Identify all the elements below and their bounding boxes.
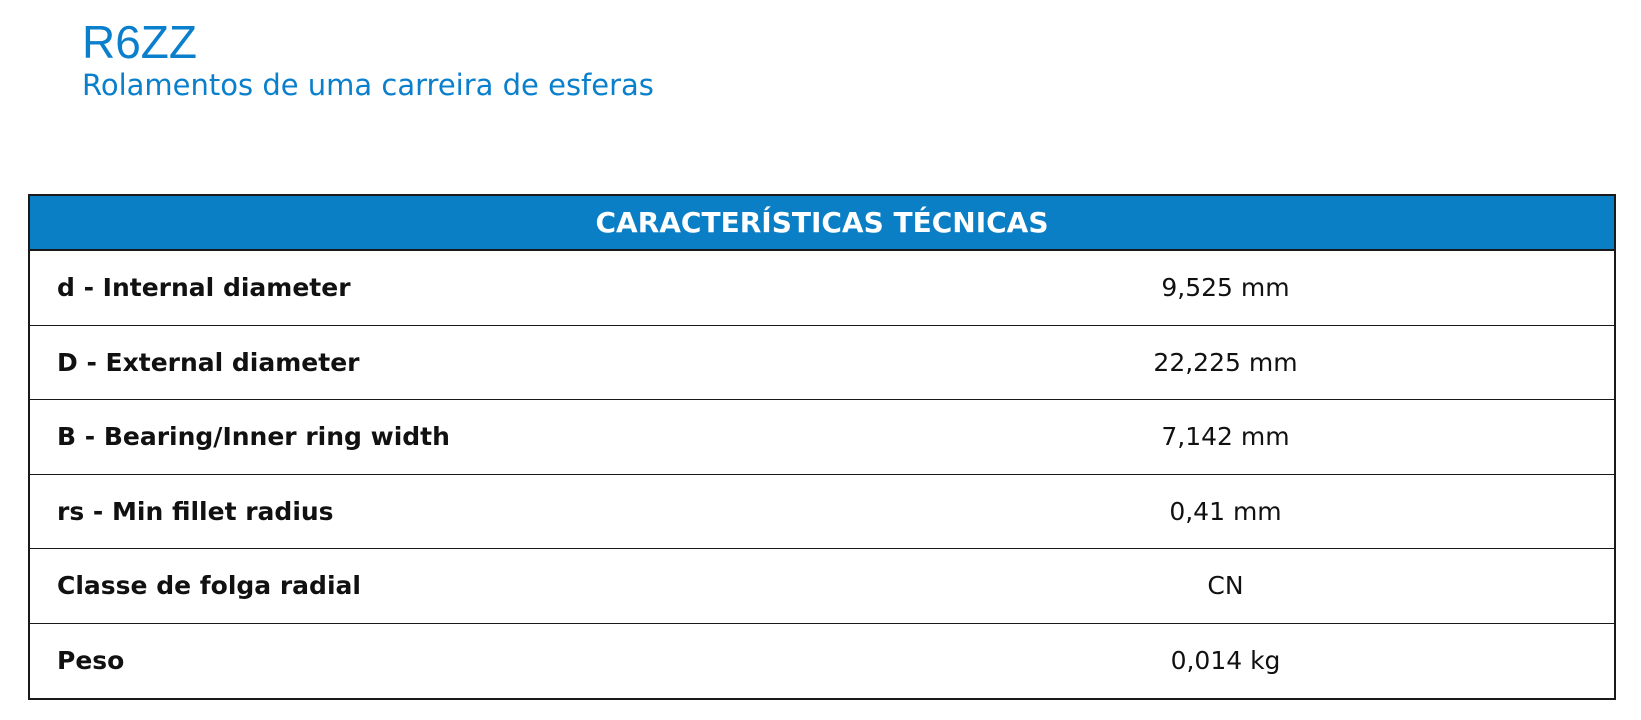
spec-value: 7,142 mm <box>1161 422 1290 452</box>
table-row: D - External diameter 22,225 mm <box>30 326 1614 400</box>
spec-value: 22,225 mm <box>1153 347 1298 377</box>
spec-label: Peso <box>57 646 125 676</box>
spec-value: 0,41 mm <box>1169 496 1282 526</box>
table-row: rs - Min fillet radius 0,41 mm <box>30 475 1614 549</box>
spec-label: rs - Min fillet radius <box>57 496 334 526</box>
specs-table: CARACTERÍSTICAS TÉCNICAS d - Internal di… <box>28 194 1616 700</box>
spec-label: D - External diameter <box>57 347 360 377</box>
product-description: Rolamentos de uma carreira de esferas <box>82 68 654 102</box>
spec-label: Classe de folga radial <box>57 571 361 601</box>
spec-value: 0,014 kg <box>1170 646 1281 676</box>
spec-value: CN <box>1207 571 1244 601</box>
table-row: Classe de folga radial CN <box>30 549 1614 624</box>
spec-value: 9,525 mm <box>1161 273 1290 303</box>
table-row: d - Internal diameter 9,525 mm <box>30 251 1614 326</box>
table-row: B - Bearing/Inner ring width 7,142 mm <box>30 400 1614 475</box>
specs-table-header: CARACTERÍSTICAS TÉCNICAS <box>30 196 1614 251</box>
product-code: R6ZZ <box>82 16 197 68</box>
spec-label: B - Bearing/Inner ring width <box>57 422 450 452</box>
table-row: Peso 0,014 kg <box>30 624 1614 699</box>
spec-label: d - Internal diameter <box>57 273 351 303</box>
